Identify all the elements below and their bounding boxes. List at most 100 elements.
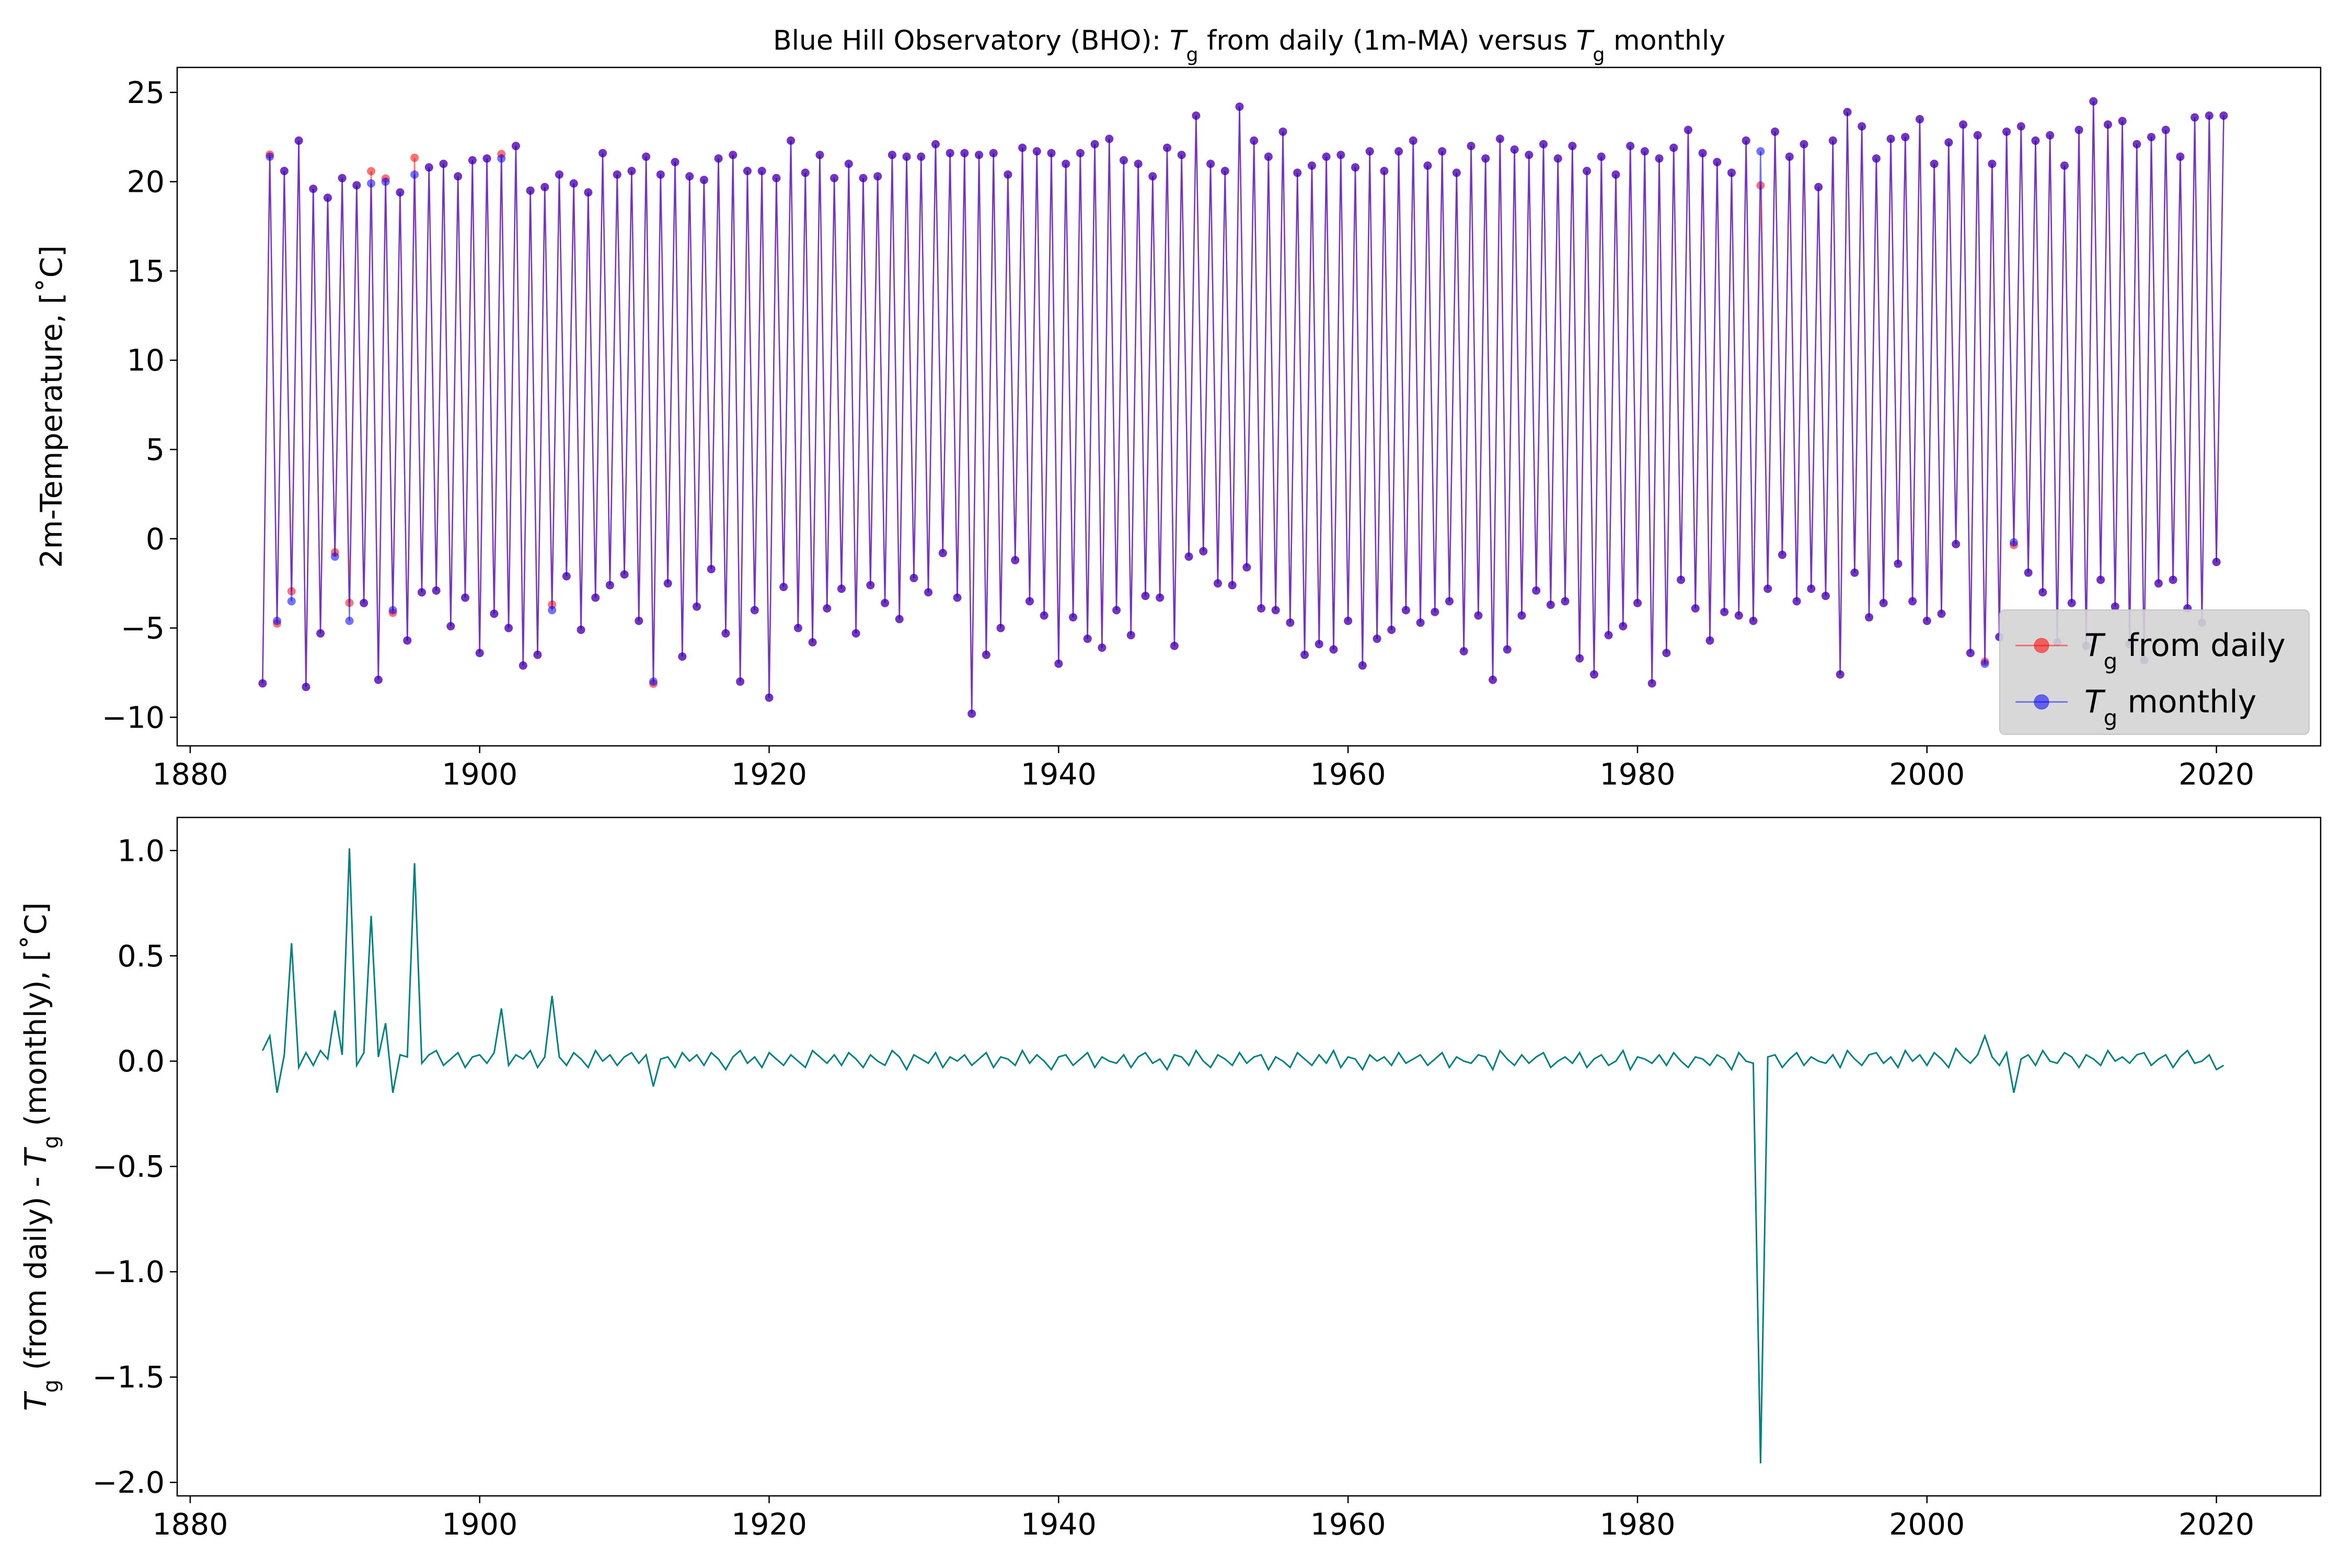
data-point	[1771, 127, 1780, 136]
data-point	[1322, 152, 1331, 161]
y-tick-label: −1.0	[93, 1255, 165, 1289]
data-point	[598, 148, 607, 157]
data-point	[1257, 604, 1266, 613]
y-tick-label: 15	[126, 254, 165, 289]
data-point	[1626, 142, 1635, 151]
y-tick-label: 20	[126, 165, 165, 200]
data-point	[1691, 604, 1700, 613]
data-point	[1604, 631, 1613, 640]
data-point	[1025, 597, 1034, 606]
data-point	[1792, 597, 1801, 606]
data-point	[410, 153, 419, 162]
data-point	[1684, 125, 1692, 134]
y-axis-label: Tg (from daily) - Tg (monthly), [˚C]	[19, 902, 63, 1411]
data-point	[396, 188, 405, 197]
y-tick-label: 10	[126, 343, 165, 378]
data-point	[338, 174, 347, 182]
data-point	[439, 159, 448, 168]
data-point	[989, 148, 998, 157]
data-point	[902, 152, 911, 161]
data-point	[685, 172, 694, 181]
data-point	[1163, 143, 1172, 152]
x-tick-label: 1880	[152, 757, 228, 792]
data-point	[2002, 127, 2011, 136]
data-point	[1235, 102, 1244, 111]
data-point	[1503, 645, 1512, 654]
data-point	[403, 636, 412, 645]
data-point	[367, 179, 376, 188]
data-point	[815, 151, 824, 159]
data-point	[656, 170, 665, 179]
data-point	[946, 148, 954, 157]
data-point	[2205, 111, 2213, 120]
data-point	[584, 188, 593, 197]
data-point	[1445, 597, 1454, 606]
data-point	[1858, 122, 1866, 131]
data-point	[1959, 120, 1968, 129]
data-point	[1459, 647, 1468, 655]
data-point	[613, 170, 621, 179]
data-point	[555, 170, 564, 179]
data-point	[1090, 140, 1099, 148]
data-point	[2176, 152, 2185, 161]
data-point	[649, 677, 658, 686]
data-point	[830, 174, 839, 182]
data-point	[750, 606, 759, 615]
data-point	[1988, 159, 1997, 168]
data-point	[693, 602, 701, 611]
data-point	[1351, 163, 1360, 172]
y-tick-label: −0.5	[93, 1150, 165, 1184]
data-point	[511, 142, 520, 151]
data-point	[2212, 558, 2221, 567]
data-point	[461, 593, 470, 602]
data-point	[699, 176, 708, 185]
data-point	[1286, 618, 1295, 627]
data-point	[1242, 563, 1251, 572]
data-point	[374, 675, 383, 684]
data-point	[2016, 122, 2025, 131]
data-point	[1937, 609, 1946, 618]
data-point	[482, 154, 491, 163]
data-point	[1112, 606, 1121, 615]
data-point	[302, 683, 310, 691]
data-point	[895, 615, 904, 624]
data-point	[787, 136, 795, 145]
data-point	[844, 159, 853, 168]
data-point	[1749, 616, 1758, 625]
data-point	[1148, 172, 1157, 181]
data-point	[960, 148, 969, 157]
data-point	[591, 593, 600, 602]
data-point	[801, 168, 810, 177]
data-point	[1814, 182, 1823, 191]
data-point	[1778, 550, 1786, 559]
data-point	[1062, 159, 1070, 168]
data-point	[1865, 613, 1874, 622]
data-point	[388, 606, 397, 615]
data-point	[1583, 167, 1592, 176]
data-point	[381, 177, 390, 186]
data-point	[808, 638, 817, 647]
data-point	[1952, 540, 1961, 549]
legend-box	[1999, 609, 2310, 735]
data-point	[287, 597, 296, 606]
axes-frame	[176, 816, 2322, 1497]
data-point	[996, 624, 1005, 632]
data-point	[1423, 161, 1432, 170]
x-tick-label: 1980	[1599, 1507, 1675, 1542]
data-point	[323, 193, 332, 202]
data-point	[1763, 584, 1772, 593]
data-point	[424, 163, 433, 172]
data-point	[1966, 649, 1975, 658]
data-point	[1539, 140, 1548, 148]
data-point	[2060, 161, 2069, 170]
data-point	[360, 598, 368, 607]
data-point	[1119, 156, 1128, 165]
data-point	[1879, 598, 1888, 607]
data-point	[410, 170, 419, 179]
data-point	[309, 185, 318, 193]
y-tick-label: 1.0	[117, 834, 165, 868]
data-point	[1756, 147, 1765, 156]
data-point	[1394, 147, 1403, 156]
data-point	[367, 167, 376, 176]
